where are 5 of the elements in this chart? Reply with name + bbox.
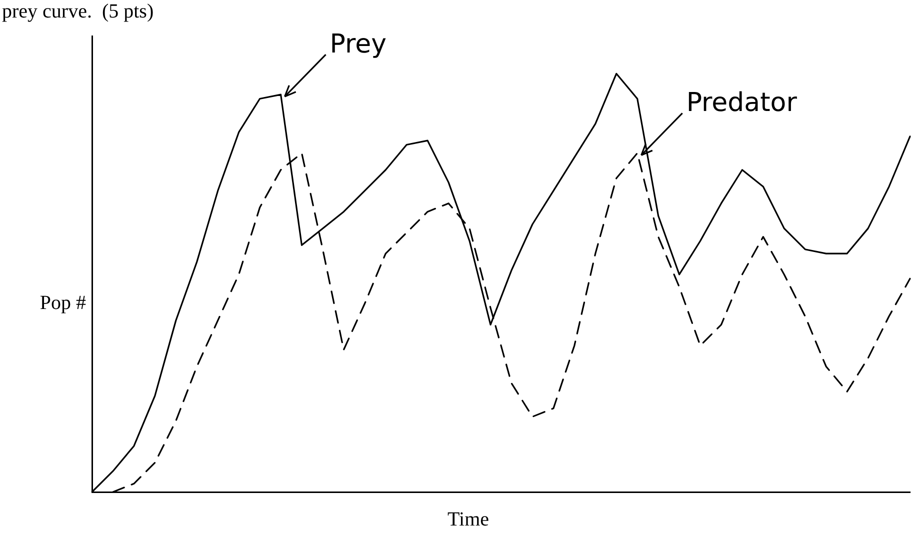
y-axis-title: Pop #: [40, 292, 86, 314]
text: Predator: [686, 88, 798, 118]
text: Prey: [330, 29, 387, 60]
text: prey curve. (5 pts): [2, 0, 154, 22]
x-axis-title: Time: [448, 508, 490, 530]
